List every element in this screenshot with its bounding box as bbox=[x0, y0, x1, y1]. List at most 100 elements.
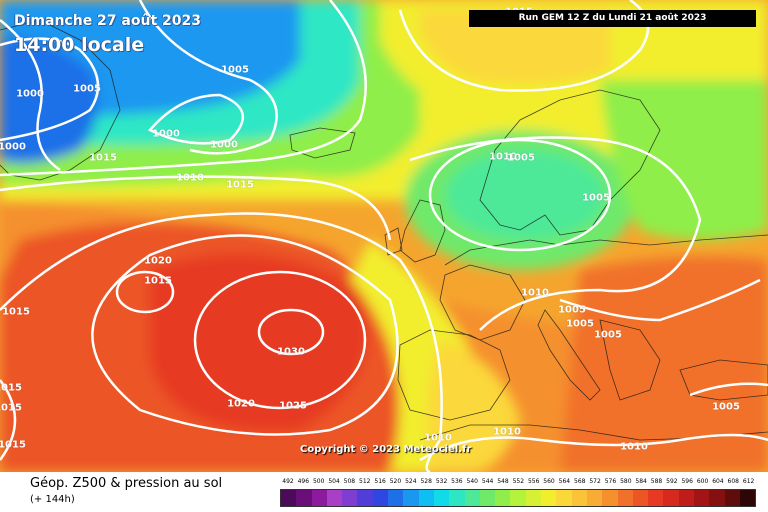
isobar-1005-se bbox=[689, 382, 768, 397]
legend-label: 600 bbox=[696, 478, 709, 485]
legend-swatch bbox=[648, 490, 664, 506]
legend-label: 496 bbox=[297, 478, 310, 485]
geopotential-map bbox=[0, 0, 768, 472]
legend-label: 544 bbox=[481, 478, 494, 485]
field-deep-blue bbox=[0, 38, 98, 164]
legend-swatch bbox=[357, 490, 373, 506]
isobar-label: 1010 bbox=[424, 432, 452, 444]
isobar-1015-north bbox=[398, 0, 650, 92]
legend-swatch bbox=[541, 490, 557, 506]
isobar-label: 1005 bbox=[566, 318, 594, 330]
isobar-1015-a bbox=[0, 212, 443, 472]
legend-label: 604 bbox=[712, 478, 724, 485]
isobar-label: 1005 bbox=[582, 192, 610, 204]
isobar-label: 1005 bbox=[594, 329, 622, 341]
legend-swatch bbox=[709, 490, 725, 506]
legend-swatch bbox=[403, 490, 419, 506]
isobar-label: 1015 bbox=[0, 402, 22, 414]
isobar-label: 1010 bbox=[176, 172, 204, 184]
isobar-1000-b bbox=[148, 93, 245, 145]
legend-swatch bbox=[495, 490, 511, 506]
greenland-outline bbox=[0, 19, 121, 181]
field-red-core bbox=[150, 254, 368, 432]
isobar-1020 bbox=[91, 234, 399, 436]
iceland-outline bbox=[289, 127, 356, 159]
legend-swatch bbox=[739, 490, 756, 506]
legend-label: 584 bbox=[635, 478, 647, 485]
field-green-low-core bbox=[445, 150, 605, 240]
legend-swatch bbox=[632, 490, 649, 506]
isobar-1010-b bbox=[409, 136, 702, 331]
legend-swatch bbox=[479, 490, 496, 506]
legend-swatch bbox=[617, 490, 633, 506]
legend-swatch bbox=[418, 490, 434, 506]
field-east-orange bbox=[560, 256, 768, 472]
isobar-1005-east bbox=[559, 278, 761, 322]
legend-swatch bbox=[663, 490, 679, 506]
british-isles-outline bbox=[399, 199, 446, 263]
field-ne-green bbox=[600, 80, 768, 240]
isobar-1010-south bbox=[419, 433, 768, 462]
balkans-outline bbox=[599, 319, 661, 401]
isobar-label: 1015 bbox=[144, 275, 172, 287]
isobar-label: 1010 bbox=[493, 426, 521, 438]
legend-label: 504 bbox=[328, 478, 340, 485]
isobar-label: 1015 bbox=[0, 439, 26, 451]
legend-swatch bbox=[678, 490, 695, 506]
legend-swatch bbox=[388, 490, 404, 506]
legend-swatch bbox=[571, 490, 587, 506]
legend-swatch bbox=[510, 490, 526, 506]
isobar-1015-nw bbox=[0, 19, 61, 172]
legend-label: 596 bbox=[681, 478, 693, 485]
isobar-label: 1005 bbox=[558, 304, 586, 316]
legend-value-labels: 492 496 500 504 508 512 516 520 524 528 532 536 540 5… bbox=[280, 478, 756, 490]
iberia-outline bbox=[397, 329, 511, 421]
legend-label: 568 bbox=[574, 478, 586, 485]
isobar-label: 1010 bbox=[521, 287, 549, 299]
legend-label: 548 bbox=[497, 478, 509, 485]
scandinavia-outline bbox=[479, 89, 661, 236]
legend-label: 500 bbox=[312, 478, 325, 485]
isobar-low-1005 bbox=[428, 138, 612, 252]
legend-swatch bbox=[433, 490, 450, 506]
legend-label: 572 bbox=[589, 478, 601, 485]
isobar-label: 1005 bbox=[712, 401, 740, 413]
legend-swatch bbox=[525, 490, 542, 506]
legend-swatch bbox=[602, 490, 618, 506]
legend-label: 608 bbox=[727, 478, 739, 485]
isobar-label: 1020 bbox=[227, 398, 255, 410]
isobar-1015-west bbox=[0, 379, 17, 461]
forecast-lead-time: (+ 144h) bbox=[30, 494, 75, 505]
isobar-1010-a bbox=[0, 0, 367, 177]
legend-swatch bbox=[724, 490, 740, 506]
legend-label: 512 bbox=[359, 478, 371, 485]
legend-label: 516 bbox=[374, 478, 386, 485]
forecast-date: Dimanche 27 août 2023 bbox=[14, 13, 201, 29]
isobar-label: 1030 bbox=[277, 346, 305, 358]
legend-swatch bbox=[464, 490, 480, 506]
field-iberia-yellow bbox=[426, 340, 520, 472]
legend-swatch bbox=[296, 490, 312, 506]
isobar-label: 1000 bbox=[210, 139, 238, 151]
italy-outline bbox=[537, 309, 601, 401]
map-caption: Géop. Z500 & pression au sol bbox=[30, 476, 223, 491]
isobar-label: 1020 bbox=[144, 255, 172, 267]
legend-swatch bbox=[586, 490, 603, 506]
isobar-label: 1005 bbox=[221, 64, 249, 76]
legend-label: 564 bbox=[558, 478, 571, 485]
isobar-label: 1015 bbox=[89, 152, 117, 164]
isobar-1000-a bbox=[0, 37, 100, 142]
isobar-label: 1025 bbox=[279, 400, 307, 412]
legend-label: 576 bbox=[604, 478, 617, 485]
legend-label: 532 bbox=[435, 478, 448, 485]
legend-swatch bbox=[342, 490, 358, 506]
isobar-label: 1005 bbox=[507, 152, 535, 164]
legend-label: 556 bbox=[527, 478, 540, 485]
isobar-label: 1015 bbox=[2, 306, 30, 318]
isobar-label: 1000 bbox=[0, 141, 26, 153]
legend-label: 592 bbox=[666, 478, 678, 485]
legend-swatch bbox=[372, 490, 389, 506]
isobar-label: 1015 bbox=[226, 179, 254, 191]
legend-swatch bbox=[326, 490, 343, 506]
